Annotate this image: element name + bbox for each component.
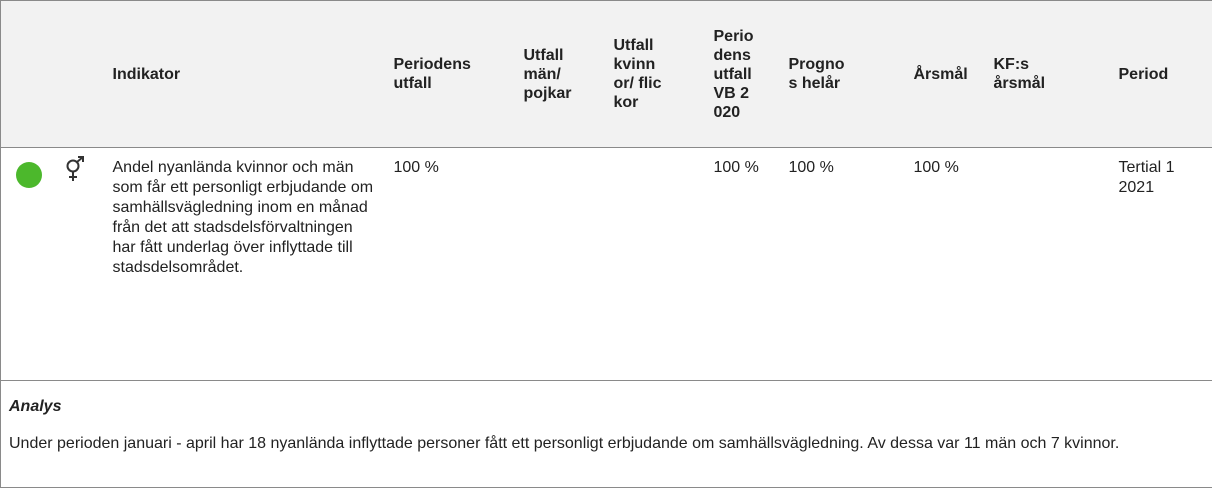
cell <box>516 148 606 381</box>
analysis-text: Under perioden januari - april har 18 ny… <box>9 433 1204 454</box>
header-text: Prognos helår <box>789 55 853 93</box>
header-text: Utfall kvinnor/ flickor <box>614 36 664 112</box>
header-text: Periodens utfall <box>394 55 504 93</box>
header-cell: Utfall kvinnor/ flickor <box>606 1 706 148</box>
header-cell: Prognos helår <box>781 1 906 148</box>
header-text: Indikator <box>113 66 181 83</box>
status-cell <box>1 148 56 381</box>
header-cell: Årsmål <box>906 1 986 148</box>
header-cell: Periodens utfall VB 2020 <box>706 1 781 148</box>
cell: 100 % <box>706 148 781 381</box>
cell: 100 % <box>781 148 906 381</box>
header-text: Period <box>1119 65 1205 84</box>
indicator-text: Andel nyanlända kvinnor och män som får … <box>101 148 386 381</box>
analysis-title: Analys <box>9 397 1204 417</box>
header-text: Utfall män/ pojkar <box>524 46 588 103</box>
header-text: Periodens utfall VB 2020 <box>714 27 758 122</box>
status-dot <box>16 162 42 188</box>
header-text: Årsmål <box>914 65 978 84</box>
gender-icon <box>64 156 88 186</box>
cell <box>986 148 1111 381</box>
header-cell <box>56 1 101 148</box>
analysis-row: Analys Under perioden januari - april ha… <box>1 381 1212 488</box>
header-cell: KF:s årsmål <box>986 1 1111 148</box>
cell <box>606 148 706 381</box>
data-row: Andel nyanlända kvinnor och män som får … <box>1 148 1212 381</box>
cell: 100 % <box>386 148 516 381</box>
cell: Tertial 1 2021 <box>1111 148 1212 381</box>
status-icon <box>15 161 45 191</box>
gender-cell <box>56 148 101 381</box>
header-cell: Period <box>1111 1 1212 148</box>
cell: 100 % <box>906 148 986 381</box>
header-row: Indikator Periodens utfall Utfall män/ p… <box>1 1 1212 148</box>
header-cell: Utfall män/ pojkar <box>516 1 606 148</box>
header-text: KF:s årsmål <box>994 55 1058 93</box>
header-cell: Periodens utfall <box>386 1 516 148</box>
analysis-cell: Analys Under perioden januari - april ha… <box>1 381 1212 488</box>
header-cell: Indikator <box>101 1 386 148</box>
header-cell <box>1 1 56 148</box>
